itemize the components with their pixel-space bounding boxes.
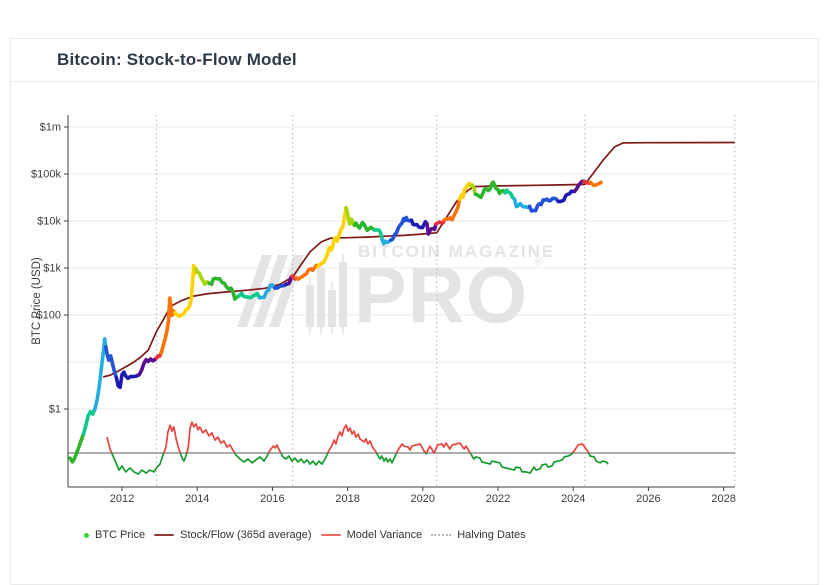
legend-item-stock-flow[interactable]: Stock/Flow (365d average) bbox=[154, 529, 312, 541]
btc-price-segment bbox=[588, 180, 603, 188]
stock-flow-line-icon bbox=[154, 533, 175, 537]
btc-price-segment bbox=[425, 221, 438, 236]
legend-label: Halving Dates bbox=[457, 529, 526, 541]
chart-title: Bitcoin: Stock-to-Flow Model bbox=[57, 50, 297, 69]
y-tick-label: $1k bbox=[43, 263, 61, 275]
variance-above-model bbox=[395, 443, 427, 454]
watermark-text-line2: PRO bbox=[354, 250, 528, 339]
variance-above-model bbox=[267, 444, 282, 454]
btc-price-segment bbox=[572, 179, 587, 194]
btc-price-segment bbox=[372, 228, 385, 242]
watermark-logo-stripe bbox=[253, 255, 288, 327]
btc-price-segment bbox=[527, 196, 561, 213]
y-tick-label: $100 bbox=[37, 310, 61, 322]
variance-above-model bbox=[185, 421, 236, 454]
x-tick-label: 2022 bbox=[486, 493, 510, 505]
btc-price-dot-icon bbox=[84, 532, 89, 538]
x-tick-label: 2016 bbox=[260, 493, 284, 505]
variance-below-model bbox=[110, 452, 165, 475]
btc-price-segment bbox=[388, 215, 414, 242]
btc-price-series bbox=[68, 179, 603, 464]
btc-price-segment bbox=[173, 263, 198, 319]
model-variance-series bbox=[106, 421, 609, 475]
btc-price-segment bbox=[294, 263, 320, 282]
chart-card: Bitcoin: Stock-to-Flow Model bbox=[10, 38, 819, 585]
btc-price-segment bbox=[409, 218, 429, 230]
btc-price-segment bbox=[114, 370, 142, 390]
watermark-logo-wick bbox=[320, 260, 322, 335]
axes bbox=[67, 115, 735, 488]
legend-item-model-variance[interactable]: Model Variance bbox=[320, 529, 423, 541]
btc-price-segment bbox=[457, 181, 473, 202]
chart-legend: BTC Price Stock/Flow (365d average) Mode… bbox=[84, 529, 526, 541]
y-axis-title: BTC Price (USD) bbox=[31, 257, 43, 345]
x-tick-label: 2018 bbox=[335, 493, 359, 505]
y-tick-label: $100k bbox=[31, 169, 61, 181]
btc-price-segment bbox=[104, 345, 119, 380]
watermark-logo-stripe bbox=[237, 255, 272, 327]
variance-above-model bbox=[106, 436, 113, 454]
watermark-logo-wick bbox=[342, 254, 344, 335]
btc-price-segment bbox=[316, 205, 348, 269]
halving-dates-dotted-icon bbox=[431, 534, 452, 536]
y-tick-label: $1 bbox=[49, 404, 61, 416]
card-header: Bitcoin: Stock-to-Flow Model bbox=[11, 39, 818, 82]
x-tick-label: 2014 bbox=[185, 493, 209, 505]
btc-price-segment bbox=[556, 189, 577, 204]
btc-price-segment bbox=[352, 220, 377, 233]
variance-above-model bbox=[571, 443, 590, 454]
variance-below-model bbox=[280, 452, 329, 466]
btc-price-segment bbox=[380, 237, 393, 246]
btc-price-segment bbox=[344, 205, 357, 228]
halving-date-lines bbox=[156, 115, 736, 487]
legend-item-halving-dates[interactable]: Halving Dates bbox=[431, 529, 526, 541]
watermark-logo-wick bbox=[309, 277, 311, 335]
variance-below-model bbox=[424, 452, 428, 455]
variance-above-model bbox=[327, 424, 378, 454]
x-axis-ticks: 2012 2014 2016 2018 2020 2022 2024 2026 2028 bbox=[110, 487, 736, 505]
btc-price-segment bbox=[137, 355, 159, 377]
btc-price-segment bbox=[68, 431, 86, 464]
btc-price-segment bbox=[434, 218, 447, 226]
btc-price-segment bbox=[194, 267, 211, 286]
btc-price-segment bbox=[512, 197, 532, 210]
legend-item-btc-price[interactable]: BTC Price bbox=[84, 529, 145, 541]
btc-price-segment bbox=[272, 282, 288, 290]
y-tick-label: $1m bbox=[40, 122, 61, 134]
x-tick-label: 2020 bbox=[411, 493, 435, 505]
x-tick-label: 2026 bbox=[636, 493, 660, 505]
legend-label: Stock/Flow (365d average) bbox=[180, 529, 312, 541]
variance-below-model bbox=[375, 452, 398, 464]
btc-price-segment bbox=[81, 407, 97, 436]
variance-below-model bbox=[179, 452, 188, 462]
btc-price-segment bbox=[503, 188, 517, 201]
btc-price-segment bbox=[469, 183, 478, 196]
btc-price-segment bbox=[442, 197, 462, 222]
variance-below-model bbox=[469, 452, 574, 474]
btc-price-segment bbox=[93, 337, 108, 411]
btc-price-segment bbox=[159, 296, 177, 355]
variance-below-model bbox=[587, 452, 609, 465]
btc-price-segment bbox=[237, 291, 262, 300]
y-axis-ticks: $1m $100k $10k $1k $100 $1 bbox=[31, 122, 68, 416]
legend-label: BTC Price bbox=[95, 529, 146, 541]
y-tick-label: $10k bbox=[37, 216, 61, 228]
variance-above-model bbox=[425, 442, 471, 454]
variance-above-model bbox=[163, 424, 182, 454]
btc-price-segment bbox=[257, 283, 277, 300]
legend-label: Model Variance bbox=[346, 529, 423, 541]
watermark-text-line1: BITCOIN MAGAZINE bbox=[358, 242, 555, 261]
variance-below-model bbox=[233, 452, 270, 464]
x-tick-label: 2024 bbox=[561, 493, 585, 505]
watermark-registered-mark: ® bbox=[534, 255, 543, 269]
btc-price-segment bbox=[207, 276, 242, 301]
x-tick-label: 2012 bbox=[110, 493, 134, 505]
watermark-logo-wick bbox=[331, 282, 333, 335]
model-variance-line-icon bbox=[320, 533, 341, 537]
x-tick-label: 2028 bbox=[711, 493, 735, 505]
btc-price-segment bbox=[473, 180, 507, 199]
